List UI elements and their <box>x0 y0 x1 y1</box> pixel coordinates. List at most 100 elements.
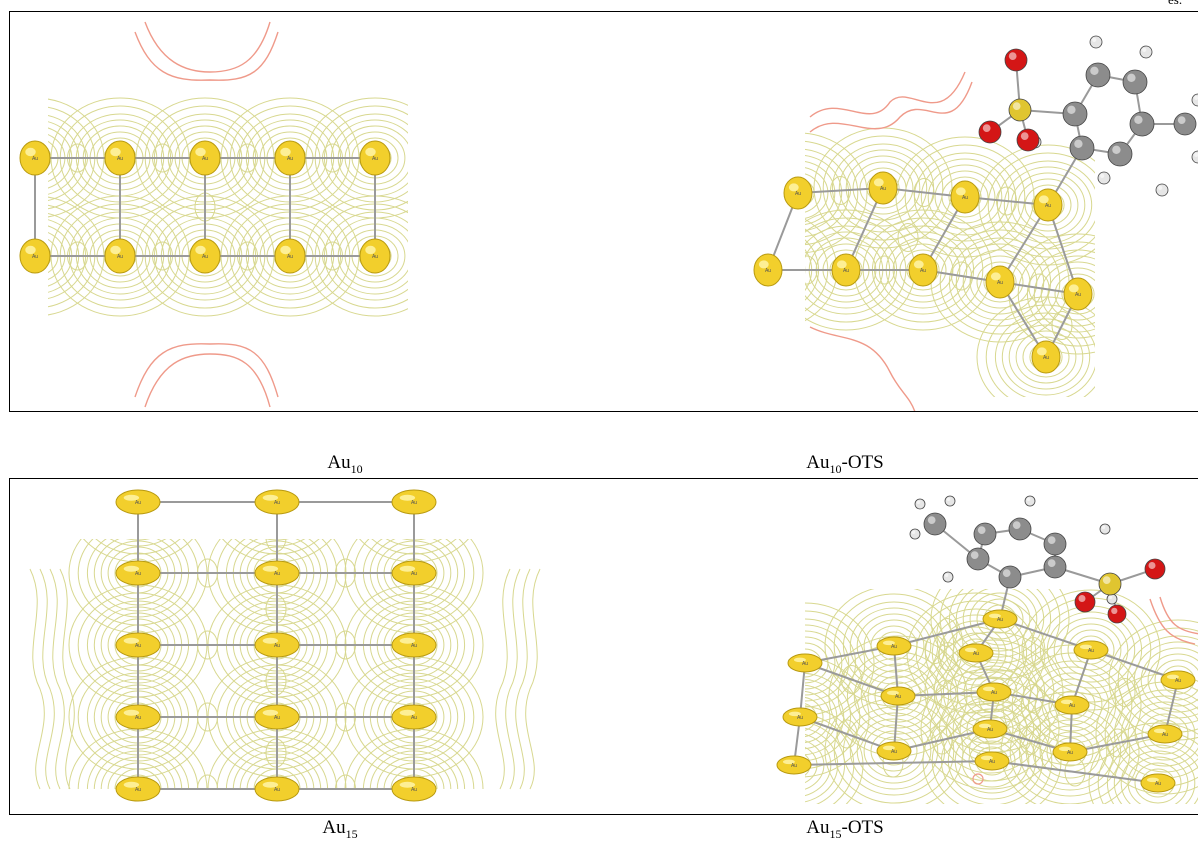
atom-label: Au <box>802 661 808 667</box>
hydrogen-atom <box>1191 150 1198 164</box>
contour-line <box>515 568 531 790</box>
contour-line-red <box>1159 596 1198 635</box>
atom-label: Au <box>372 254 378 260</box>
atom-label: Au <box>274 643 280 649</box>
gold-atom: Au <box>876 636 912 656</box>
gold-atom: Au <box>254 704 300 730</box>
atom-label: Au <box>997 617 1003 623</box>
atom-label: Au <box>880 186 886 192</box>
atom-label: Au <box>891 749 897 755</box>
bond-line <box>999 618 1092 651</box>
atom-label: Au <box>274 571 280 577</box>
gold-atom: Au <box>115 632 161 658</box>
atom-label: Au <box>991 690 997 696</box>
atom-label: Au <box>135 787 141 793</box>
gold-atom: Au <box>254 632 300 658</box>
atom-label: Au <box>135 643 141 649</box>
gold-atom: Au <box>274 238 306 274</box>
hydrogen-atom <box>1024 495 1036 507</box>
atom-label: Au <box>1175 678 1181 684</box>
atom-label: Au <box>135 500 141 506</box>
atom-label: Au <box>895 694 901 700</box>
gold-atom: Au <box>868 171 898 205</box>
gold-atom: Au <box>1140 773 1176 793</box>
gold-atom: Au <box>391 560 437 586</box>
hydrogen-atom <box>1106 593 1118 605</box>
contour-line-red <box>809 326 916 411</box>
bottom-figure-panel: Au Au Au Au Au Au Au Au Au Au Au Au Au Au Au Au Au Au Au Au… <box>9 478 1198 815</box>
atom-label: Au <box>962 195 968 201</box>
atom-label: Au <box>973 651 979 657</box>
gold-atom: Au <box>972 719 1008 739</box>
atom-label: Au <box>274 500 280 506</box>
atom-label: Au <box>843 268 849 274</box>
atom-label: Au <box>117 254 123 260</box>
atom-label: Au <box>411 571 417 577</box>
atom-label: Au <box>274 715 280 721</box>
bond-line <box>799 716 895 752</box>
gold-atom: Au <box>391 704 437 730</box>
contour-line-red <box>1149 598 1196 645</box>
contour-line <box>49 568 65 790</box>
hydrogen-atom <box>944 495 956 507</box>
carbon-atom <box>998 565 1022 589</box>
atom-label: Au <box>287 254 293 260</box>
gold-atom: Au <box>908 253 938 287</box>
oxygen-atom <box>1016 128 1040 152</box>
atom-label: Au <box>274 787 280 793</box>
hydrogen-atom <box>942 571 954 583</box>
gold-atom: Au <box>876 741 912 761</box>
contour-line-red <box>809 81 973 133</box>
gold-atom: Au <box>391 776 437 802</box>
gold-atom: Au <box>880 686 916 706</box>
gold-atom: Au <box>783 176 813 210</box>
carbon-atom <box>1043 555 1067 579</box>
contour-line <box>505 568 521 790</box>
top-figure-panel: Au Au Au Au Au Au Au Au Au Au Au Au Au Au Au Au Au Au Au Au <box>9 11 1198 412</box>
carbon-atom <box>1008 517 1032 541</box>
atom-label: Au <box>32 156 38 162</box>
sulfur-atom <box>1008 98 1032 122</box>
atom-label: Au <box>1088 648 1094 654</box>
carbon-atom <box>1129 111 1155 137</box>
hydrogen-atom <box>914 498 926 510</box>
sulfur-atom <box>1098 572 1122 596</box>
oxygen-atom <box>1144 558 1166 580</box>
gold-atom: Au <box>359 140 391 176</box>
atom-label: Au <box>997 280 1003 286</box>
au10-contour-map <box>48 97 408 317</box>
carbon-atom <box>1069 135 1095 161</box>
carbon-atom <box>923 512 947 536</box>
carbon-atom <box>966 547 990 571</box>
atom-label: Au <box>411 643 417 649</box>
contour-line-red <box>809 71 966 118</box>
atom-label: Au <box>989 759 995 765</box>
gold-atom: Au <box>115 776 161 802</box>
caption-au10: Au10 <box>327 452 363 476</box>
gold-atom: Au <box>359 238 391 274</box>
contour-line <box>29 568 45 790</box>
gold-atom: Au <box>976 682 1012 702</box>
gold-atom: Au <box>985 265 1015 299</box>
hydrogen-atom <box>1099 523 1111 535</box>
contour-line <box>525 568 541 790</box>
atom-label: Au <box>795 191 801 197</box>
atom-label: Au <box>135 715 141 721</box>
bond-line <box>804 662 899 697</box>
contour-line-red <box>972 773 984 785</box>
gold-atom: Au <box>391 489 437 515</box>
gold-atom: Au <box>115 489 161 515</box>
contour-line-red <box>134 343 279 398</box>
carbon-atom <box>1107 141 1133 167</box>
gold-atom: Au <box>982 609 1018 629</box>
atom-label: Au <box>987 727 993 733</box>
atom-label: Au <box>1043 355 1049 361</box>
carbon-atom <box>1122 69 1148 95</box>
au15-ots-contour-map <box>805 589 1198 804</box>
gold-atom: Au <box>189 238 221 274</box>
top-figure-drawing: Au Au Au Au Au Au Au Au Au Au Au Au Au Au Au Au Au Au Au Au <box>19 21 1198 411</box>
gold-atom: Au <box>254 560 300 586</box>
gold-atom: Au <box>274 140 306 176</box>
bottom-figure-drawing: Au Au Au Au Au Au Au Au Au Au Au Au Au Au Au Au Au Au Au Au… <box>29 489 1198 804</box>
caption-au15: Au15 <box>322 817 358 841</box>
